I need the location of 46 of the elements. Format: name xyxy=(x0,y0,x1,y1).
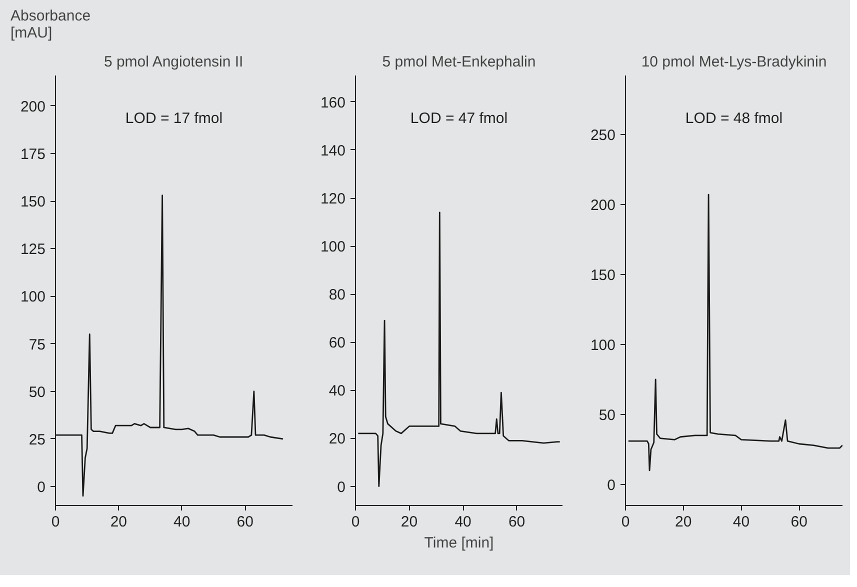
y-tick-label: 100 xyxy=(320,238,346,256)
x-tick-label: 0 xyxy=(351,514,360,530)
x-tick-label: 20 xyxy=(675,514,692,530)
x-tick-label: 20 xyxy=(400,514,418,530)
y-tick-label: 0 xyxy=(607,476,616,494)
chart-title: 5 pmol Met-Enkephalin xyxy=(382,54,536,70)
y-tick-label: 60 xyxy=(328,334,346,352)
y-tick-label: 140 xyxy=(320,142,346,160)
x-axis-title: Time [min] xyxy=(424,534,494,552)
y-tick-label: 175 xyxy=(20,146,46,164)
annotation: LOD = 17 fmol xyxy=(125,110,223,128)
y-tick-label: 100 xyxy=(590,336,616,354)
y-tick-label: 25 xyxy=(28,431,46,448)
x-tick-label: 20 xyxy=(110,514,128,530)
y-tick-label: 150 xyxy=(590,266,616,284)
y-tick-label: 160 xyxy=(320,94,346,112)
y-tick-label: 50 xyxy=(28,384,46,401)
y-tick-label: 100 xyxy=(20,288,46,306)
y-tick-label: 120 xyxy=(320,190,346,208)
annotation: LOD = 48 fmol xyxy=(685,110,783,128)
y-tick-label: 75 xyxy=(28,336,46,354)
x-tick-label: 40 xyxy=(732,514,750,530)
y-tick-label: 0 xyxy=(37,478,46,496)
line-series xyxy=(357,212,561,487)
chart-title: 5 pmol Angiotensin II xyxy=(104,54,244,70)
x-tick-label: 40 xyxy=(174,514,190,530)
y-tick-label: 0 xyxy=(337,478,346,496)
x-tick-label: 60 xyxy=(790,514,808,530)
x-tick-label: 60 xyxy=(236,514,254,530)
x-tick-label: 0 xyxy=(51,514,60,530)
chart-title: 10 pmol Met-Lys-Bradykinin xyxy=(641,54,827,70)
line-series xyxy=(628,194,842,472)
y-axis-title: Absorbance [mAU] xyxy=(10,8,91,42)
y-tick-label: 200 xyxy=(20,98,46,116)
x-tick-label: 40 xyxy=(454,514,472,530)
y-tick-label: 250 xyxy=(590,126,616,144)
annotation: LOD = 47 fmol xyxy=(410,110,508,128)
y-tick-label: 40 xyxy=(328,382,346,400)
y-tick-label: 80 xyxy=(328,286,346,304)
y-tick-label: 20 xyxy=(328,430,346,448)
y-tick-label: 125 xyxy=(20,241,46,258)
y-tick-label: 150 xyxy=(20,194,46,211)
y-tick-label: 200 xyxy=(590,196,616,214)
y-tick-label: 50 xyxy=(598,406,616,424)
x-tick-label: 0 xyxy=(621,514,630,530)
x-tick-label: 60 xyxy=(508,514,526,530)
